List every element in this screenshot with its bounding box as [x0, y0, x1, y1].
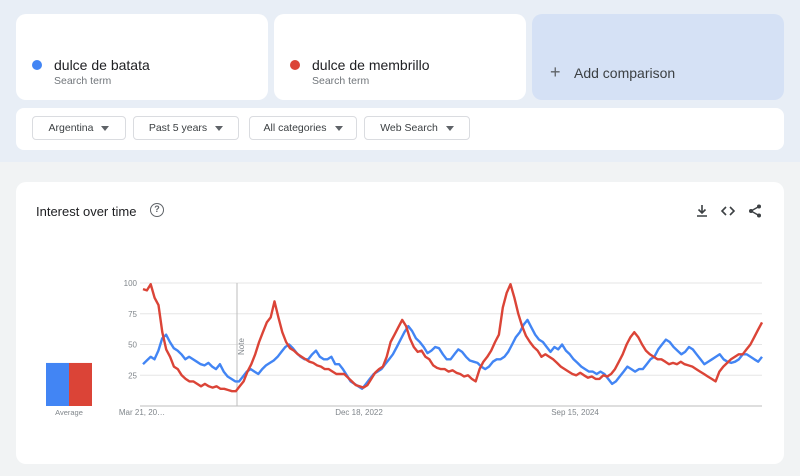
search-term-name[interactable]: dulce de membrillo	[312, 57, 430, 73]
filter-bar: Argentina Past 5 years All categories We…	[16, 108, 784, 150]
average-bar	[46, 362, 69, 406]
y-tick-label: 75	[128, 310, 137, 319]
average-label: Average	[55, 408, 83, 417]
search-term-name[interactable]: dulce de batata	[54, 57, 150, 73]
x-tick-label: Dec 18, 2022	[335, 408, 383, 417]
embed-icon[interactable]	[720, 203, 736, 219]
series-color-dot	[32, 60, 42, 70]
add-comparison-label: Add comparison	[574, 65, 676, 81]
average-bar	[69, 362, 92, 406]
chevron-down-icon	[445, 125, 454, 131]
series-color-dot	[290, 60, 300, 70]
download-icon[interactable]	[694, 203, 710, 219]
search-term-card-1[interactable]: dulce de batata Search term	[16, 14, 268, 100]
help-icon[interactable]: ?	[150, 203, 164, 217]
add-comparison-button[interactable]: + Add comparison	[532, 14, 784, 100]
y-tick-label: 50	[128, 341, 137, 350]
x-tick-label: Mar 21, 20…	[119, 408, 165, 417]
time-range-value: Past 5 years	[148, 122, 208, 134]
share-icon[interactable]	[747, 203, 763, 219]
search-term-card-2[interactable]: dulce de membrillo Search term	[274, 14, 526, 100]
search-term-type: Search term	[312, 75, 370, 87]
note-label[interactable]: Note	[237, 338, 246, 355]
plus-icon: +	[550, 62, 561, 82]
time-range-dropdown[interactable]: Past 5 years	[133, 116, 239, 140]
chevron-down-icon	[215, 125, 224, 131]
region-value: Argentina	[48, 122, 94, 134]
series-line-2	[142, 283, 764, 393]
search-term-type: Search term	[54, 75, 112, 87]
category-value: All categories	[263, 122, 327, 134]
search-property-dropdown[interactable]: Web Search	[364, 116, 470, 140]
y-tick-label: 100	[124, 279, 138, 288]
search-property-value: Web Search	[380, 122, 438, 134]
series-line-1	[142, 318, 763, 390]
chevron-down-icon	[334, 125, 343, 131]
chevron-down-icon	[101, 125, 110, 131]
card-title: Interest over time	[36, 204, 137, 219]
region-dropdown[interactable]: Argentina	[32, 116, 126, 140]
category-dropdown[interactable]: All categories	[249, 116, 357, 140]
x-tick-label: Sep 15, 2024	[551, 408, 599, 417]
y-tick-label: 25	[128, 371, 137, 380]
